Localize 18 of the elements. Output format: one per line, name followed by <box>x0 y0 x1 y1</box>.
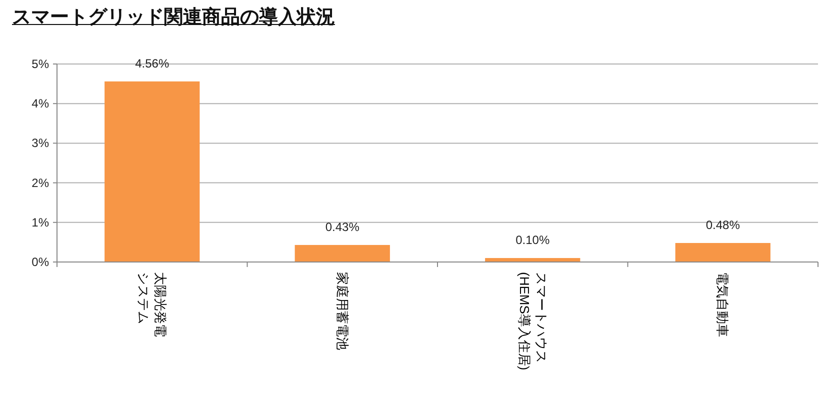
chart-title: スマートグリッド関連商品の導入状況 <box>12 6 335 30</box>
data-label: 0.43% <box>325 220 360 234</box>
data-label: 0.48% <box>706 218 740 232</box>
bar <box>294 244 390 262</box>
y-tick-label: 1% <box>32 215 50 230</box>
y-tick-label: 0% <box>32 255 50 269</box>
data-label: 0.10% <box>516 233 550 248</box>
x-tick-label: 家庭用蓄電池 <box>334 272 351 350</box>
data-label: 4.56% <box>135 56 170 70</box>
bar <box>104 81 200 262</box>
x-tick-label: 電気自動車 <box>714 272 732 337</box>
y-tick-label: 2% <box>32 176 50 190</box>
y-tick-label: 3% <box>32 136 50 150</box>
x-tick-label: スマートハウス(HEMS導入住居) <box>516 272 550 370</box>
y-tick-label: 5% <box>32 57 50 71</box>
bar <box>675 242 770 262</box>
y-tick-label: 4% <box>32 96 50 111</box>
x-tick-label: 太陽光発電システム <box>135 272 170 337</box>
